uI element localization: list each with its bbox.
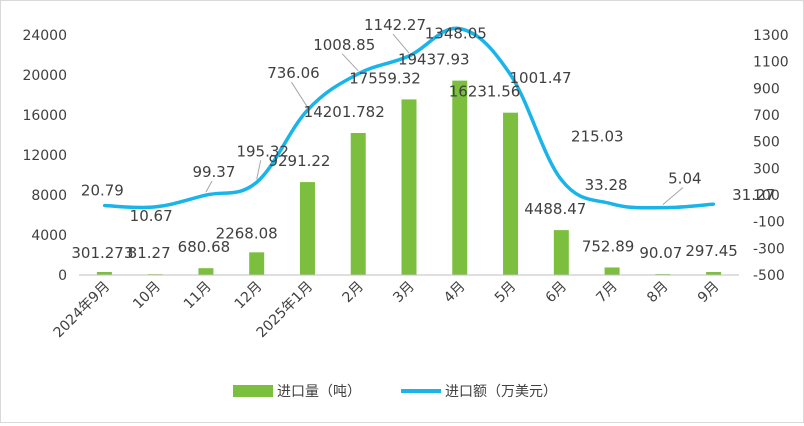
bar [299, 182, 315, 275]
legend-label-bar: 进口量（吨） [277, 384, 361, 400]
left-tick-label: 0 [58, 268, 67, 284]
bar-data-label: 16231.56 [449, 83, 521, 101]
bar-data-label: 90.07 [639, 244, 682, 262]
bar [553, 230, 569, 275]
left-tick-label: 8000 [31, 188, 67, 204]
bar [198, 268, 214, 275]
line-data-label: 99.37 [192, 163, 235, 181]
leader-lines [205, 33, 684, 206]
line-point [610, 202, 614, 206]
x-tick-label: 9月 [695, 279, 723, 307]
bar-data-label: 752.89 [582, 237, 635, 255]
left-tick-label: 20000 [22, 68, 67, 84]
x-tick-label: 10月 [130, 279, 164, 313]
bar-data-label: 14201.782 [304, 103, 385, 121]
line-data-label: 31.27 [732, 186, 775, 204]
line-data-label: 1008.85 [313, 36, 375, 54]
line-data-label: 1001.47 [510, 69, 572, 87]
left-axis: 0 4000 8000 12000 16000 20000 24000 [22, 28, 67, 284]
legend-swatch-bar [233, 385, 273, 397]
leader-line [392, 33, 410, 54]
x-tick-label: 3月 [390, 279, 418, 307]
line-data-label: 736.06 [267, 64, 320, 82]
right-axis: -500 -300 -100 100 300 500 700 900 1100 1300 [753, 28, 789, 284]
x-tick-label: 4月 [441, 279, 469, 307]
line-point [407, 54, 411, 58]
line-point [153, 205, 157, 209]
line-data-label: 33.28 [585, 176, 628, 194]
bar-data-label: 2268.08 [216, 224, 278, 242]
right-tick-label: -300 [753, 241, 785, 257]
x-tick-label: 12月 [232, 279, 266, 313]
right-tick-label: -100 [753, 215, 785, 231]
line-data-label: 195.32 [236, 142, 289, 160]
leader-line [205, 180, 213, 193]
bar [452, 80, 468, 275]
x-tick-label: 2024年9月 [51, 279, 114, 342]
bar-data-label: 19437.93 [398, 51, 470, 69]
x-tick-label: 2月 [340, 279, 368, 307]
x-tick-label: 8月 [644, 279, 672, 307]
legend-label-line: 进口额（万美元） [445, 384, 557, 400]
line-point [458, 27, 462, 31]
leader-line [662, 187, 684, 206]
right-tick-label: 1300 [753, 28, 789, 44]
right-tick-label: 900 [753, 81, 780, 97]
line-point [356, 72, 360, 76]
bar-data-label: 17559.32 [349, 69, 421, 87]
x-tick-label: 7月 [593, 279, 621, 307]
line-point [255, 180, 259, 184]
bar-series [96, 80, 722, 275]
bar [503, 112, 519, 275]
right-tick-label: 700 [753, 108, 780, 124]
line-point [661, 206, 665, 210]
bar-data-label: 680.68 [178, 238, 231, 256]
line-data-label: 1348.05 [425, 25, 487, 43]
left-tick-label: 12000 [22, 148, 67, 164]
line-point [559, 178, 563, 182]
line-data-label: 215.03 [571, 128, 624, 146]
leader-line [341, 53, 359, 72]
leader-line [256, 160, 262, 180]
bar [401, 99, 417, 275]
line-series [102, 26, 716, 210]
leader-line [291, 81, 308, 108]
line-point [204, 193, 208, 197]
bar [604, 267, 620, 275]
x-tick-label: 6月 [543, 279, 571, 307]
right-tick-label: 1100 [753, 55, 789, 71]
line-data-label: 1142.27 [364, 16, 426, 34]
x-tick-label: 5月 [492, 279, 520, 307]
right-tick-label: 300 [753, 161, 780, 177]
left-tick-label: 4000 [31, 228, 67, 244]
line-point [305, 108, 309, 112]
bar-data-label: 297.45 [685, 242, 738, 260]
bar-data-label: 9291.22 [268, 152, 330, 170]
x-tick-label: 11月 [181, 279, 215, 313]
bar [350, 132, 366, 275]
line-data-label: 10.67 [130, 207, 173, 225]
left-tick-label: 16000 [22, 108, 67, 124]
right-tick-label: 100 [753, 188, 780, 204]
bar [706, 272, 722, 275]
bar [96, 271, 112, 275]
bar-data-label: 4488.47 [524, 200, 586, 218]
line-point [102, 204, 106, 208]
legend: 进口量（吨） 进口额（万美元） [233, 384, 557, 400]
bar [249, 252, 265, 275]
line-data-label: 20.79 [81, 182, 124, 200]
bar-data-label: 81.27 [128, 244, 171, 262]
bar-data-label: 301.273 [71, 244, 133, 262]
line-point [509, 73, 513, 77]
line-point [712, 202, 716, 206]
line-data-label: 5.04 [668, 170, 701, 188]
left-tick-label: 24000 [22, 28, 67, 44]
right-tick-label: 500 [753, 135, 780, 151]
right-tick-label: -500 [753, 268, 785, 284]
